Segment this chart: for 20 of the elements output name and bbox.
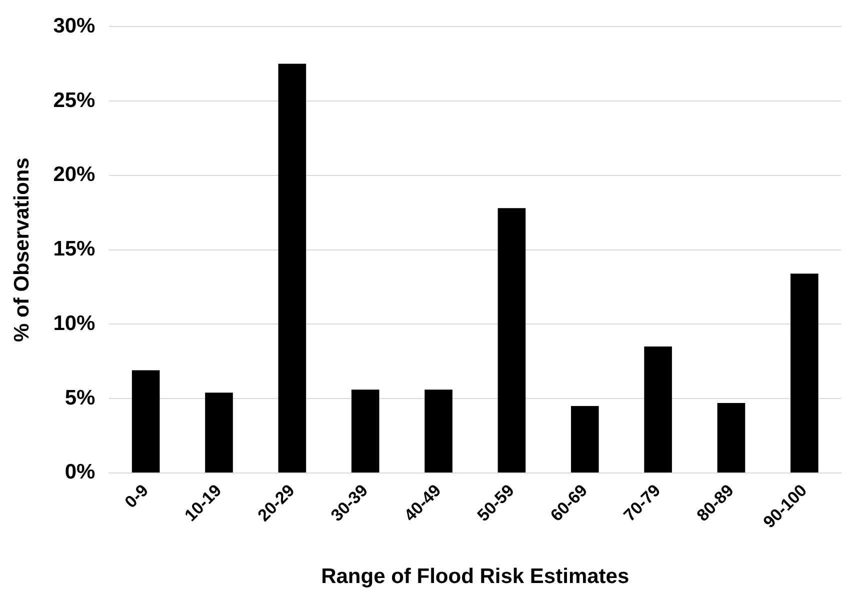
y-tick-label: 30% <box>53 14 96 38</box>
bar <box>132 370 160 472</box>
x-tick-label: 0-9 <box>121 480 152 512</box>
bar <box>205 392 233 472</box>
y-tick-label: 15% <box>53 238 96 261</box>
bar <box>644 346 672 472</box>
y-tick-label: 25% <box>53 88 96 112</box>
y-tick-label: 10% <box>53 312 96 335</box>
bar <box>790 274 818 472</box>
bar <box>498 208 526 472</box>
bar <box>717 403 746 472</box>
y-tick-label: 20% <box>53 163 96 186</box>
bar <box>278 64 306 472</box>
y-axis-title: % of Observations <box>10 158 34 342</box>
bar <box>424 390 452 472</box>
bar <box>570 406 599 472</box>
y-tick-label: 5% <box>64 386 96 410</box>
x-axis-title: Range of Flood Risk Estimates <box>321 565 630 588</box>
y-tick-label: 0% <box>64 460 96 484</box>
bar <box>351 390 380 472</box>
